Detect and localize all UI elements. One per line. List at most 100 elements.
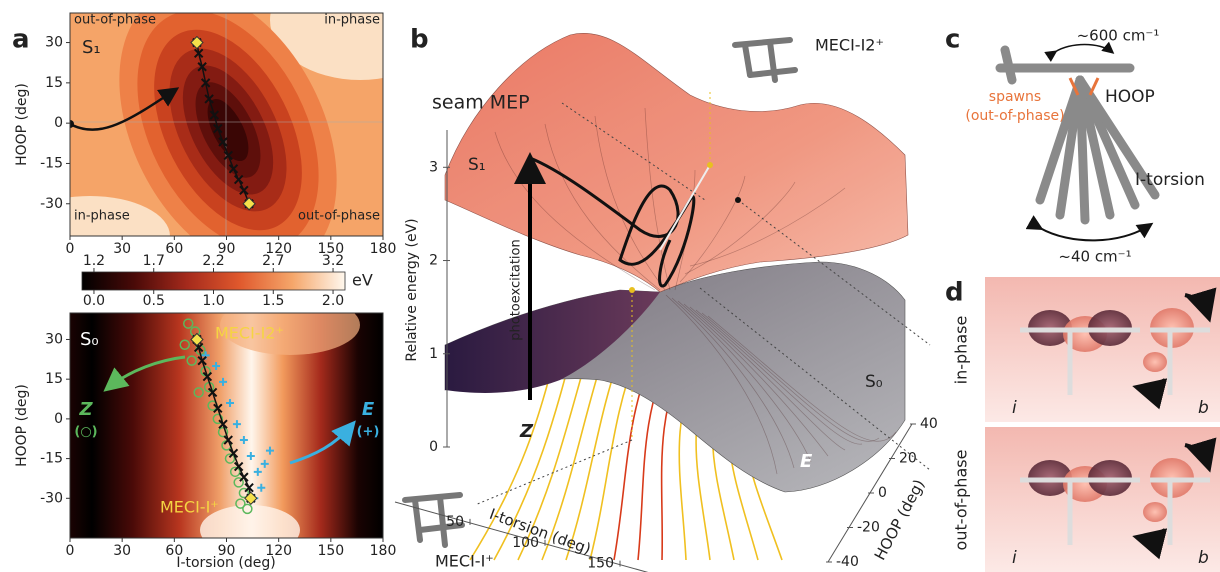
colorbar-label: 2.7 [262,253,284,269]
x-tick-label: 90 [218,543,236,559]
y-tick-label: 15 [45,371,63,387]
marker-dot [735,197,741,203]
path-point [228,164,239,174]
leader [737,199,931,346]
path-point [200,78,211,88]
mesh-line [594,115,666,291]
corner-label: in-phase [74,209,130,224]
y-tick-label: -20 [857,520,880,536]
y-tick-label: 30 [45,35,63,51]
state-label: S₀ [80,329,99,350]
seam [659,164,711,251]
frequency-label: ~40 cm⁻¹ [1058,248,1131,266]
marker-dot [629,287,635,293]
path-point [197,355,207,366]
x-tick-label: 180 [370,543,397,559]
orbital-label: b [1198,548,1209,568]
y-tick-label: -30 [40,196,63,212]
surface-plot [394,33,931,572]
x-tick-label: 150 [587,556,614,572]
panel-label: b [410,25,429,55]
row-label: in-phase [952,316,971,385]
y-tick-label: 20 [899,451,917,467]
torsion-label: I-torsion [1135,170,1205,190]
e-spawn [253,467,262,476]
molecule-c [995,41,1160,242]
orbital-label: i [1012,398,1017,418]
panel-label: d [945,278,964,308]
s0-label: S₀ [865,372,883,392]
mesh-line [689,306,846,451]
s0-surface-low [445,290,660,393]
s1-surface [444,33,909,293]
z-spawn [186,355,197,366]
x-tick-label: 120 [265,241,292,257]
y-tick-label: 0 [878,485,887,501]
z-label: Z [78,399,93,420]
leader [474,439,633,506]
hoop-label: HOOP [1105,87,1155,107]
excitation-label: photoexcitation [509,239,524,340]
mesh-line [644,107,671,291]
heatmap-bg [70,313,383,538]
data-layer [190,35,256,211]
path-point [202,371,213,382]
colorbar-label: 2.0 [322,293,344,309]
colorbar-unit: eV [352,271,373,290]
e-spawn [265,446,274,455]
mesh-line [701,312,880,442]
heatmap-band [200,505,300,538]
meci-label: MECI-I⁺ [160,498,219,517]
molecule-stick [1020,327,1210,395]
corner-label: out-of-phase [298,209,380,224]
rotation-arrow [1184,287,1217,323]
z-spawn [233,477,244,488]
z-label: Z [519,421,534,442]
path-point [244,482,254,493]
meci-point [242,197,256,211]
y-axis-label: HOOP (deg) [14,83,30,166]
y-tick-label: 30 [45,331,63,347]
axes-3d [394,130,916,572]
meci-label: MECI-I⁺ [435,552,494,571]
z-spawn [229,466,241,478]
z-tick-label: 0 [429,439,438,455]
corner-label: out-of-phase [74,13,156,28]
molecule-i2 [732,37,798,83]
colorbar-label: 0.5 [143,293,165,309]
mesh-line [544,123,661,291]
path-point [223,150,233,161]
mesh-line [684,181,796,275]
panel-label: a [12,25,30,55]
z-axis-label: Relative energy (eV) [404,218,420,361]
row-label: out-of-phase [952,450,971,551]
colorbar-label: 1.7 [143,253,165,269]
meci-label: MECI-I2⁺ [215,324,284,343]
e-spawn [246,451,255,460]
x-tick-label: 50 [446,514,464,530]
x-tick-label: 120 [265,543,292,559]
z-spawn [224,453,236,464]
z-spawn [179,339,191,351]
z-spawn [217,426,229,438]
heatmap-band [70,196,170,236]
path-point [239,472,249,482]
y-tick-label: -15 [40,155,63,171]
e-label: E [800,451,813,472]
colorbar [81,271,346,291]
corner-label: in-phase [324,13,380,28]
x-tick-label: 150 [317,543,344,559]
molecule-i [402,492,465,548]
y-tick-label: 15 [45,75,63,91]
x-tick-label: 60 [165,241,183,257]
s1-label: S₁ [468,155,486,175]
path-point [239,185,249,196]
z-arrow [103,355,186,392]
state-label: S₁ [82,37,101,58]
x-tick-label: 30 [113,241,131,257]
colorbar-label: 1.2 [83,253,105,269]
spawns-label: spawns [989,89,1041,105]
mesh-line [707,315,897,442]
e-spawn [212,361,221,370]
